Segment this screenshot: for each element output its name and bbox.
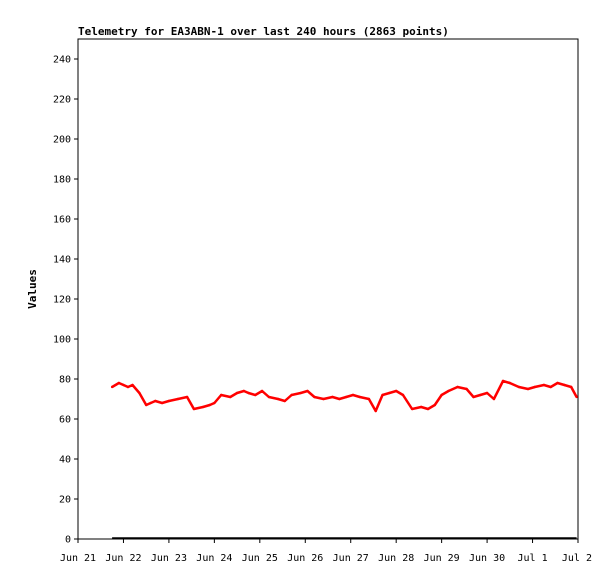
y-tick-label: 180 bbox=[53, 175, 71, 186]
data-point bbox=[433, 403, 437, 407]
data-point bbox=[276, 397, 280, 401]
data-point bbox=[247, 391, 250, 395]
data-point bbox=[401, 393, 405, 397]
data-point bbox=[176, 397, 180, 401]
data-point bbox=[344, 395, 348, 399]
data-point bbox=[160, 401, 164, 405]
data-point bbox=[542, 383, 546, 387]
data-point bbox=[479, 393, 482, 397]
y-tick-label: 80 bbox=[59, 375, 71, 386]
data-point bbox=[388, 391, 391, 395]
x-tick-label: Jun 24 bbox=[196, 553, 232, 564]
data-point bbox=[313, 395, 316, 399]
data-point bbox=[492, 397, 496, 401]
y-tick-label: 100 bbox=[53, 335, 71, 346]
x-tick-label: Jun 25 bbox=[242, 553, 278, 564]
data-point bbox=[465, 387, 468, 391]
y-tick-label: 240 bbox=[53, 55, 71, 66]
data-point bbox=[185, 395, 189, 399]
x-tick-label: Jun 28 bbox=[378, 553, 414, 564]
x-tick-label: Jun 26 bbox=[287, 553, 323, 564]
data-point bbox=[131, 383, 134, 387]
data-point bbox=[472, 395, 475, 399]
x-tick-label: Jun 22 bbox=[105, 553, 141, 564]
data-point bbox=[485, 391, 489, 395]
y-axis-label: Values bbox=[26, 269, 39, 309]
data-point bbox=[447, 389, 450, 393]
data-point bbox=[575, 395, 578, 399]
x-tick-label: Jul 1 bbox=[517, 553, 547, 564]
y-tick-label: 60 bbox=[59, 415, 71, 426]
y-tick-label: 0 bbox=[65, 535, 71, 546]
y-tick-label: 40 bbox=[59, 455, 71, 466]
data-point bbox=[149, 401, 152, 405]
data-point bbox=[533, 385, 537, 389]
plot-area-frame bbox=[77, 38, 579, 540]
data-point bbox=[154, 399, 157, 403]
data-point bbox=[381, 393, 384, 397]
data-point bbox=[331, 395, 334, 399]
data-point bbox=[219, 393, 223, 397]
data-point bbox=[122, 383, 125, 387]
y-tick-label: 200 bbox=[53, 135, 71, 146]
data-point bbox=[501, 379, 505, 383]
x-tick-label: Jun 27 bbox=[333, 553, 369, 564]
data-point bbox=[138, 391, 141, 395]
x-tick-label: Jun 30 bbox=[469, 553, 505, 564]
data-point bbox=[201, 405, 205, 409]
data-point bbox=[290, 393, 293, 397]
y-tick-label: 220 bbox=[53, 95, 71, 106]
data-point bbox=[358, 395, 362, 399]
data-point bbox=[338, 397, 341, 401]
x-tick-label: Jun 21 bbox=[60, 553, 96, 564]
y-tick-label: 160 bbox=[53, 215, 71, 226]
data-point bbox=[283, 399, 287, 403]
data-point bbox=[167, 399, 171, 403]
data-point bbox=[374, 409, 377, 413]
data-point bbox=[110, 385, 114, 389]
y-axis: 0 20 40 60 80 100 120 140 160 180 200 220 240 bbox=[53, 55, 78, 546]
data-point bbox=[267, 395, 271, 399]
data-point bbox=[563, 383, 566, 387]
data-point bbox=[322, 397, 325, 401]
x-axis: Jun 21 Jun 22 Jun 23 Jun 24 Jun 25 Jun 26 Jun … bbox=[60, 539, 592, 564]
data-point bbox=[440, 393, 443, 397]
series-line-0 bbox=[111, 379, 578, 413]
data-point bbox=[235, 391, 239, 395]
data-point bbox=[126, 385, 130, 389]
data-point bbox=[426, 407, 430, 411]
data-point bbox=[213, 401, 216, 405]
y-tick-label: 20 bbox=[59, 495, 71, 506]
data-point bbox=[144, 403, 148, 407]
data-point bbox=[242, 389, 246, 393]
data-point bbox=[410, 407, 414, 411]
data-point bbox=[419, 405, 423, 409]
chart-title: Telemetry for EA3ABN-1 over last 240 hou… bbox=[78, 25, 449, 38]
data-point bbox=[549, 385, 552, 389]
data-point bbox=[517, 385, 521, 389]
data-point bbox=[394, 389, 398, 393]
data-point bbox=[229, 395, 232, 399]
data-point bbox=[508, 381, 512, 385]
y-tick-label: 120 bbox=[53, 295, 71, 306]
data-point bbox=[192, 407, 196, 411]
data-point bbox=[351, 393, 355, 397]
data-point bbox=[299, 391, 302, 395]
data-point bbox=[208, 403, 212, 407]
data-point bbox=[526, 387, 530, 391]
data-point bbox=[254, 393, 257, 397]
x-tick-label: Jun 23 bbox=[151, 553, 187, 564]
data-point bbox=[117, 381, 121, 385]
x-tick-label: Jun 29 bbox=[424, 553, 460, 564]
data-point bbox=[569, 385, 573, 389]
data-point bbox=[367, 397, 371, 401]
data-point bbox=[306, 389, 309, 393]
x-tick-label: Jul 2 bbox=[562, 553, 592, 564]
data-point bbox=[556, 381, 559, 385]
data-point bbox=[456, 385, 459, 389]
data-point bbox=[260, 389, 264, 393]
series-layer bbox=[110, 379, 578, 539]
y-tick-label: 140 bbox=[53, 255, 71, 266]
